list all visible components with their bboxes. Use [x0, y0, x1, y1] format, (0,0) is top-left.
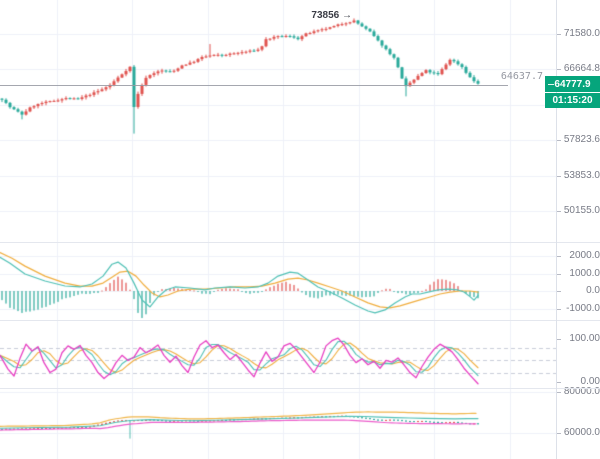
kdj-panel-canvas[interactable]	[0, 321, 556, 388]
axis-tick-label: 60000.0	[563, 427, 600, 438]
axis-tick-icon	[556, 256, 561, 257]
axis-tick-label: 100.00	[569, 333, 600, 344]
axis-tick-icon	[556, 211, 561, 212]
axis-tick-icon	[556, 34, 561, 35]
axis-tick-icon	[556, 274, 561, 275]
axis-tick-label: 0.0	[586, 285, 600, 296]
axis-tick-label: 71580.0	[563, 28, 600, 39]
session-high-label: 73856 →	[311, 10, 352, 21]
axis-tick-icon	[556, 140, 561, 141]
panel-separator	[0, 242, 600, 243]
panel-separator	[0, 320, 600, 321]
axis-tick-label: 2000.0	[569, 250, 600, 261]
price-axis-line	[556, 0, 557, 459]
axis-tick-label: 53853.0	[563, 170, 600, 181]
boll-panel-canvas[interactable]	[0, 389, 556, 459]
axis-tick-label: 66664.8	[563, 63, 600, 74]
axis-tick-icon	[556, 339, 561, 340]
axis-tick-label: 50155.0	[563, 205, 600, 216]
axis-tick-icon	[556, 433, 561, 434]
price-chart-canvas[interactable]	[0, 0, 556, 242]
axis-tick-icon	[556, 309, 561, 310]
countdown-value: 01:15:20	[552, 95, 593, 106]
axis-tick-icon	[556, 382, 561, 383]
axis-tick-icon	[548, 84, 554, 85]
last-price-badge: 64777.9	[545, 76, 600, 92]
panel-separator	[0, 388, 600, 389]
prev-price-line	[0, 85, 508, 86]
axis-tick-icon	[556, 291, 561, 292]
axis-tick-label: 1000.0	[569, 268, 600, 279]
axis-tick-label: 0.00	[580, 376, 600, 387]
axis-tick-label: 57823.6	[563, 134, 600, 145]
axis-tick-label: 80000.0	[563, 386, 600, 397]
axis-tick-icon	[556, 392, 561, 393]
axis-tick-label: -1000.0	[566, 303, 600, 314]
last-price-value: 64777.9	[554, 78, 591, 90]
axis-tick-icon	[556, 176, 561, 177]
prev-price-label: 64637.7	[500, 71, 543, 82]
candle-countdown-badge: 01:15:20	[545, 93, 600, 108]
macd-panel-canvas[interactable]	[0, 243, 556, 320]
axis-tick-icon	[556, 69, 561, 70]
